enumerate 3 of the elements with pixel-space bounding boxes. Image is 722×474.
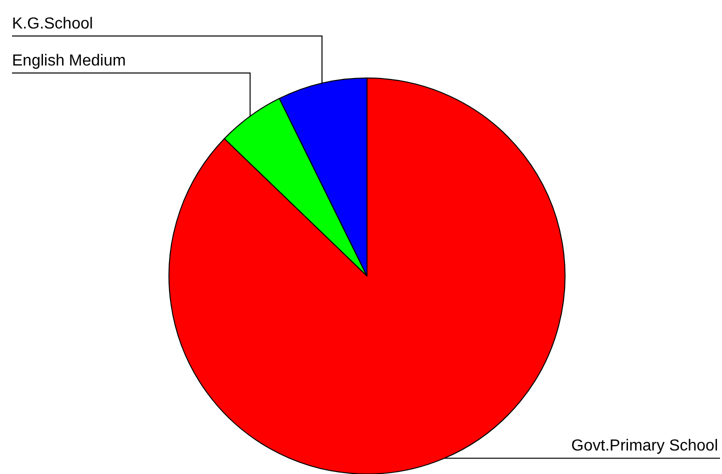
slice-label: English Medium [12,52,126,70]
slice-label: Govt.Primary School [571,438,718,455]
slice-label: K.G.School [12,16,93,32]
